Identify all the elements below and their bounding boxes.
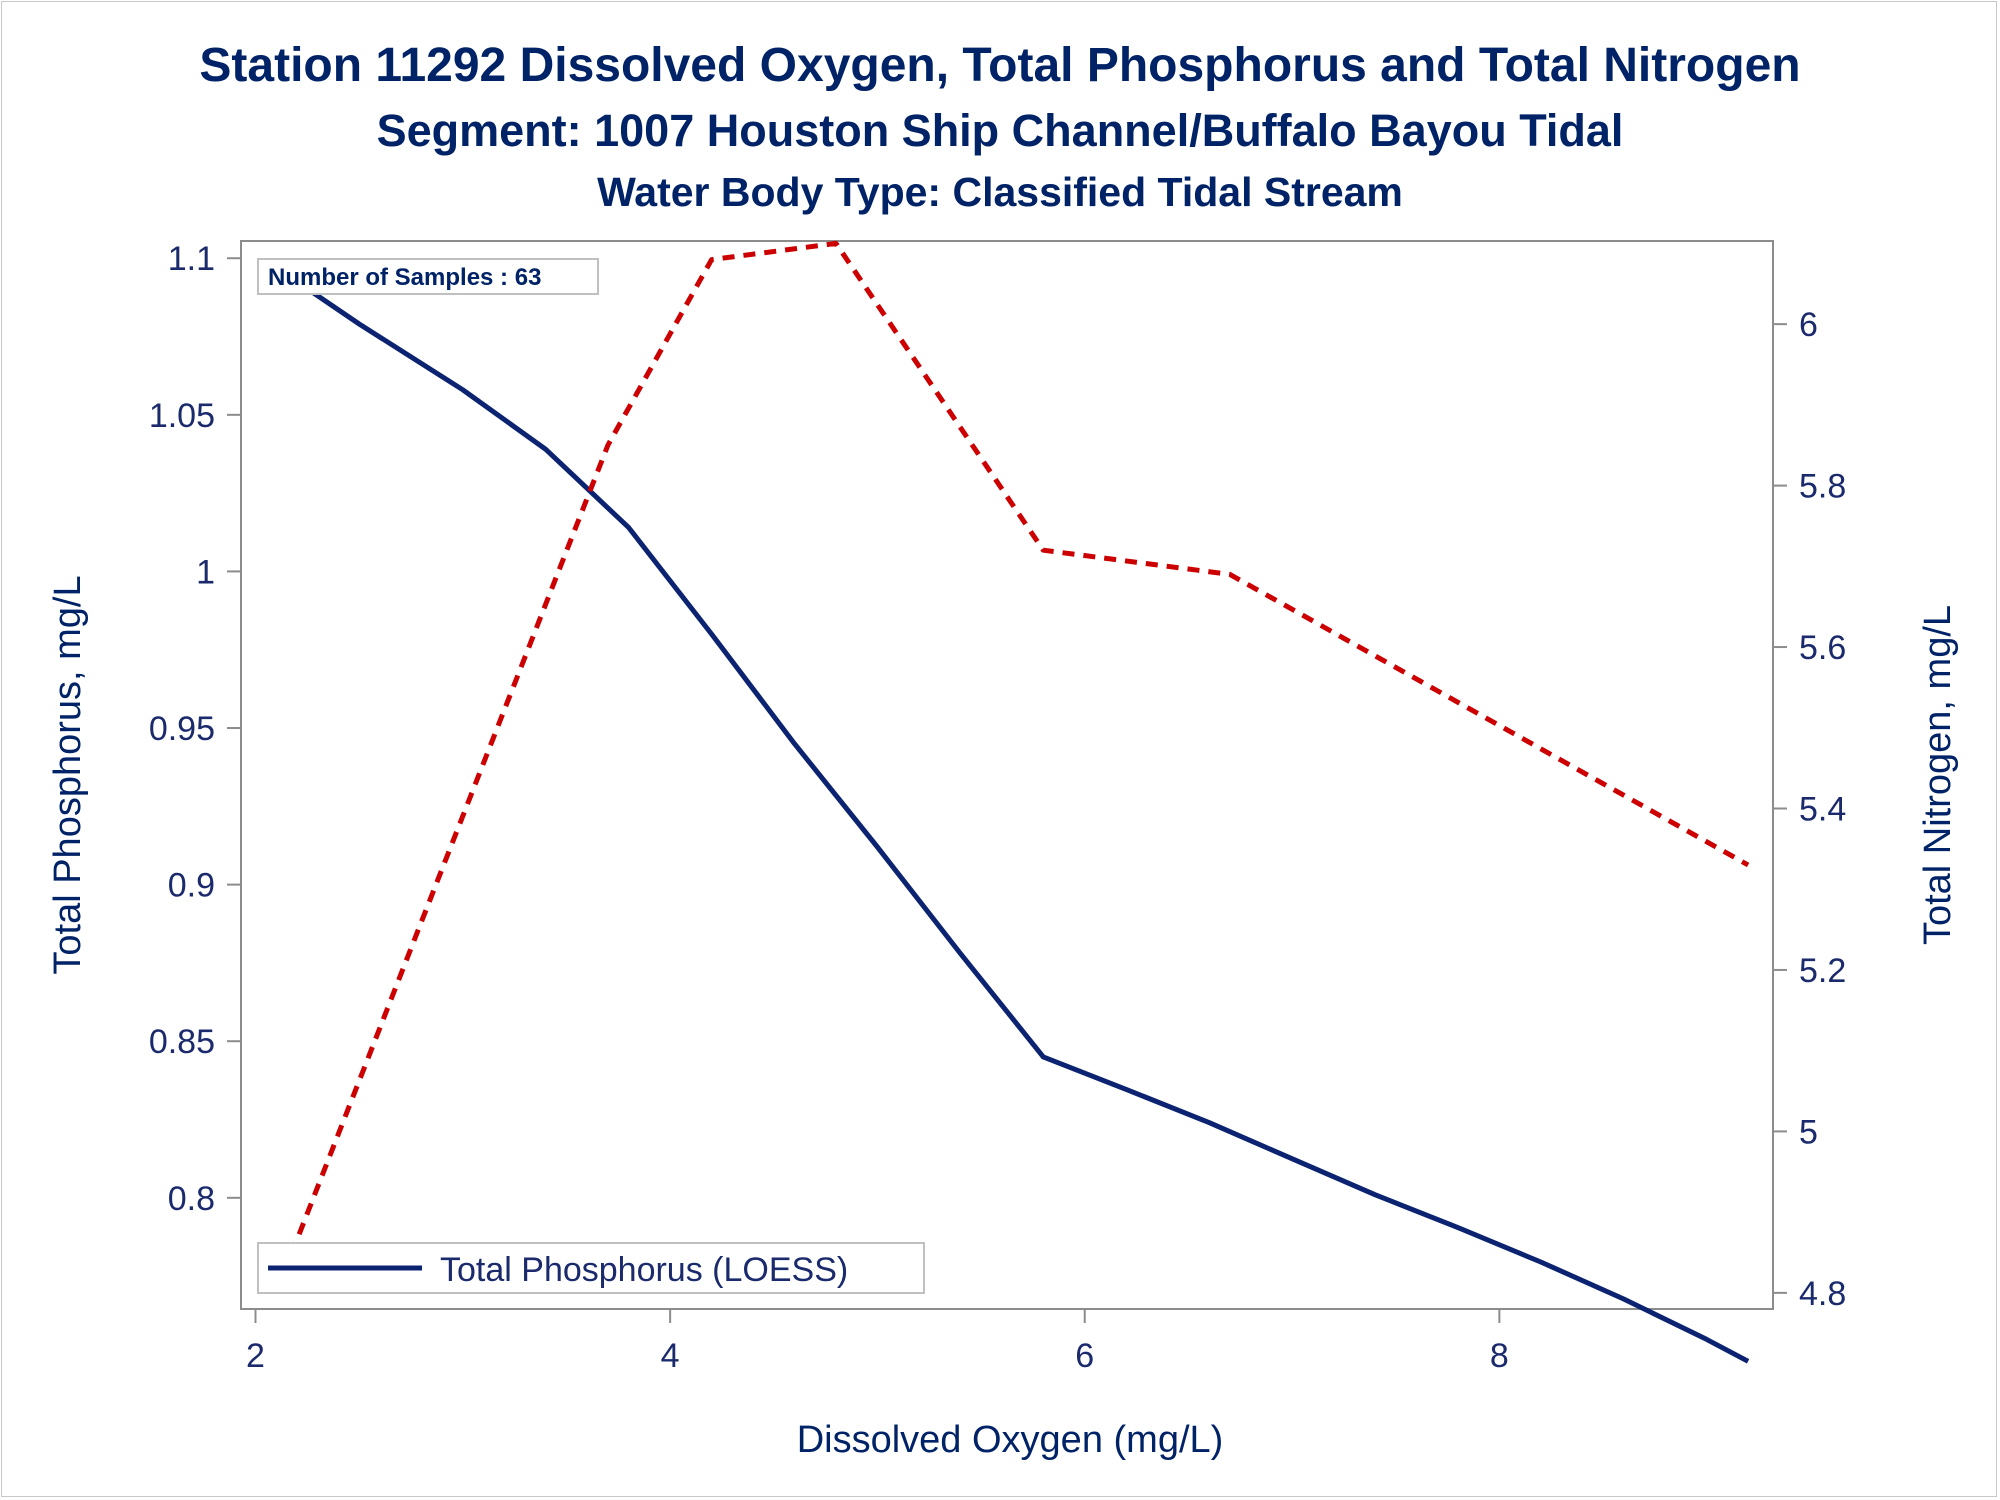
- y2-tick-label: 4.8: [1799, 1275, 1846, 1313]
- chart-subtitle-2: Water Body Type: Classified Tidal Stream: [597, 169, 1403, 215]
- legend-label-phosphorus: Total Phosphorus (LOESS): [440, 1251, 848, 1289]
- inset-box: [257, 258, 599, 295]
- y-tick-label: 0.95: [149, 710, 215, 748]
- y-tick-label: 1: [196, 553, 215, 591]
- y2-tick-label: 6: [1799, 306, 1818, 344]
- phosphorus-series-line: [274, 265, 1750, 1364]
- y-tick-label: 1.05: [149, 397, 215, 435]
- y2-tick-label: 5.4: [1799, 791, 1846, 829]
- y2-tick-label: 5: [1799, 1113, 1818, 1151]
- y-axis-right: 4.8 5 5.2 5.4 5.6 5.8 6: [1773, 306, 1846, 1313]
- series-layer: [273, 240, 1750, 1364]
- y-axis-left: 0.8 0.85 0.9 0.95 1 1.05 1.1: [149, 240, 241, 1218]
- x-tick-label: 6: [1075, 1337, 1094, 1375]
- chart-title: Station 11292 Dissolved Oxygen, Total Ph…: [199, 39, 1801, 92]
- y-tick-label: 0.8: [168, 1180, 215, 1218]
- y2-tick-label: 5.2: [1799, 952, 1846, 990]
- sample-count-label: Number of Samples : 63: [268, 264, 541, 291]
- sample-count-inset: Number of Samples : 63: [257, 258, 599, 295]
- y-axis-title: Total Phosphorus, mg/L: [47, 575, 89, 974]
- y2-axis-title: Total Nitrogen, mg/L: [1917, 605, 1959, 945]
- x-tick-label: 2: [246, 1337, 265, 1375]
- nitrogen-series-line: [273, 240, 1750, 1294]
- y-tick-label: 1.1: [168, 240, 215, 278]
- plot-area: [240, 240, 1774, 1310]
- x-tick-label: 4: [661, 1337, 680, 1375]
- y2-tick-label: 5.6: [1799, 629, 1846, 667]
- y-tick-label: 0.85: [149, 1023, 215, 1061]
- y2-tick-label: 5.8: [1799, 468, 1846, 506]
- chart-subtitle: Segment: 1007 Houston Ship Channel/Buffa…: [376, 105, 1624, 156]
- x-axis: 2 4 6 8: [246, 1309, 1509, 1375]
- legend: Total Phosphorus (LOESS): [257, 1242, 925, 1294]
- x-tick-label: 8: [1490, 1337, 1509, 1375]
- y-tick-label: 0.9: [168, 867, 215, 905]
- x-axis-title: Dissolved Oxygen (mg/L): [797, 1419, 1224, 1461]
